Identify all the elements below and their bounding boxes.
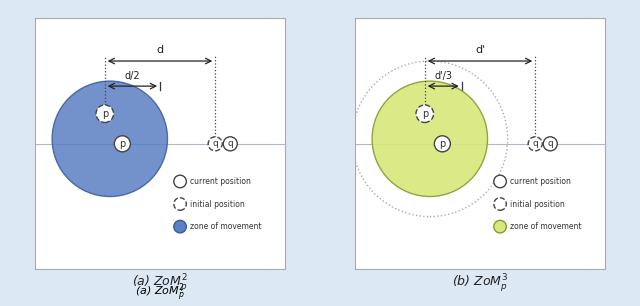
Circle shape: [494, 220, 506, 233]
Circle shape: [174, 175, 186, 188]
Circle shape: [115, 136, 131, 152]
Text: q: q: [532, 139, 538, 148]
Circle shape: [494, 175, 506, 188]
Text: initial position: initial position: [510, 200, 565, 209]
Circle shape: [372, 81, 488, 196]
Text: q: q: [547, 139, 553, 148]
Circle shape: [494, 198, 506, 210]
Text: q: q: [212, 139, 218, 148]
Text: p: p: [119, 139, 125, 149]
Circle shape: [174, 220, 186, 233]
Circle shape: [174, 198, 186, 210]
Text: d: d: [156, 45, 164, 55]
Circle shape: [435, 136, 451, 152]
Text: d'/3: d'/3: [434, 71, 452, 81]
Text: p: p: [439, 139, 445, 149]
Circle shape: [96, 105, 113, 122]
Text: (b) $ZoM_p^3$: (b) $ZoM_p^3$: [452, 272, 508, 294]
Circle shape: [208, 137, 222, 151]
Text: zone of movement: zone of movement: [190, 222, 262, 231]
Text: (a) $ZoM_p^2$: (a) $ZoM_p^2$: [132, 272, 188, 294]
Circle shape: [528, 137, 542, 151]
Circle shape: [416, 105, 433, 122]
Text: initial position: initial position: [190, 200, 245, 209]
Text: current position: current position: [190, 177, 251, 186]
Circle shape: [223, 137, 237, 151]
Text: d/2: d/2: [125, 71, 140, 81]
Text: (a) $ZoM_p^2$: (a) $ZoM_p^2$: [135, 282, 185, 304]
Text: p: p: [102, 109, 108, 119]
Text: p: p: [422, 109, 428, 119]
Circle shape: [543, 137, 557, 151]
Text: d': d': [475, 45, 485, 55]
Text: zone of movement: zone of movement: [510, 222, 582, 231]
Text: q: q: [227, 139, 233, 148]
Text: current position: current position: [510, 177, 571, 186]
Circle shape: [52, 81, 168, 196]
